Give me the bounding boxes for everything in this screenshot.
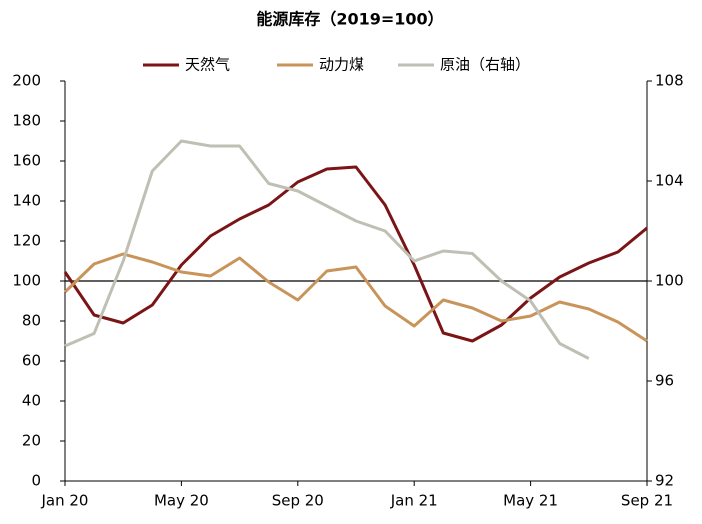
y-tick-label: 120 — [12, 232, 41, 250]
series-line — [63, 165, 648, 343]
y-tick-label: 60 — [22, 352, 41, 370]
x-tick-label: May 21 — [503, 492, 558, 510]
x-tick-label: Sep 21 — [621, 492, 673, 510]
x-tick-label: Jan 20 — [41, 492, 89, 510]
x-tick-label: Jan 21 — [390, 492, 438, 510]
y-tick-label: 100 — [12, 272, 41, 290]
x-tick-label: Sep 20 — [272, 492, 324, 510]
y-tick-label: 200 — [12, 72, 41, 90]
y2-tick-label: 100 — [655, 272, 684, 290]
chart-title: 能源库存（2019=100） — [256, 10, 443, 29]
y-tick-label: 20 — [22, 432, 41, 450]
y-tick-label: 0 — [31, 472, 41, 490]
legend-label: 原油（右轴） — [440, 56, 530, 74]
y-tick-label: 160 — [12, 152, 41, 170]
y-tick-label: 140 — [12, 192, 41, 210]
y-tick-label: 180 — [12, 112, 41, 130]
y-tick-label: 80 — [22, 312, 41, 330]
y-tick-label: 40 — [22, 392, 41, 410]
series-line — [63, 252, 648, 343]
series-line — [64, 139, 590, 360]
legend-label: 动力煤 — [319, 56, 364, 74]
x-tick-label: May 20 — [154, 492, 209, 510]
y2-tick-label: 92 — [655, 472, 674, 490]
y2-tick-label: 108 — [655, 72, 684, 90]
y2-tick-label: 96 — [655, 372, 674, 390]
legend-label: 天然气 — [185, 56, 230, 74]
y2-tick-label: 104 — [655, 172, 684, 190]
